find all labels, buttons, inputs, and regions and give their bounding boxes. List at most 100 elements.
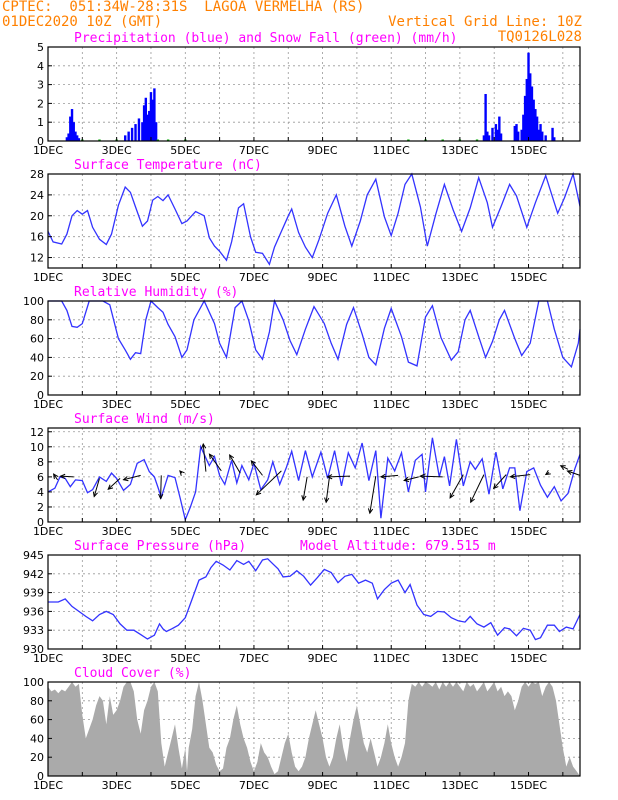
cloud-x-tick-label: 7DEC bbox=[239, 779, 269, 792]
precip-bar bbox=[146, 114, 149, 141]
precip-bar bbox=[525, 78, 528, 141]
precip-bar bbox=[522, 114, 525, 141]
snow-bar bbox=[156, 139, 160, 141]
cloud-y-tick-label: 100 bbox=[23, 676, 44, 689]
wind-frame bbox=[47, 427, 581, 523]
pressure-x-tick-label: 11DEC bbox=[373, 652, 410, 665]
wind-arrow-shaft bbox=[380, 474, 399, 478]
precip-bar bbox=[74, 131, 77, 141]
temperature-x-tick-label: 13DEC bbox=[441, 271, 478, 284]
pressure-panel bbox=[47, 554, 581, 650]
precipitation-y-tick-label: 0 bbox=[37, 135, 44, 148]
wind-y-tick-label: 2 bbox=[37, 501, 44, 514]
precip-bar bbox=[70, 109, 74, 141]
header-model-code: TQ0126L028 bbox=[497, 29, 582, 45]
cloud-area bbox=[48, 682, 580, 776]
humidity-y-tick-label: 60 bbox=[30, 333, 44, 346]
cloud-x-tick-label: 9DEC bbox=[308, 779, 338, 792]
precip-bar bbox=[482, 135, 486, 141]
wind-arrow-head bbox=[53, 473, 59, 480]
wind-arrow-shaft bbox=[493, 474, 507, 489]
wind-arrow-shaft bbox=[209, 453, 222, 472]
pressure-x-tick-label: 1DEC bbox=[33, 652, 63, 665]
precip-bar bbox=[124, 135, 127, 141]
wind-arrow-shaft bbox=[202, 443, 207, 472]
temperature-x-tick-label: 15DEC bbox=[510, 271, 547, 284]
wind-arrow-head bbox=[301, 495, 307, 502]
cloud-y-tick-label: 0 bbox=[37, 770, 44, 783]
precipitation-x-tick-label: 11DEC bbox=[373, 144, 410, 157]
precip-bar bbox=[144, 97, 148, 141]
precip-bar bbox=[527, 52, 530, 141]
wind-arrow-head bbox=[492, 483, 499, 490]
humidity-y-tick-label: 0 bbox=[37, 389, 44, 402]
pressure-x-tick-label: 15DEC bbox=[510, 652, 547, 665]
wind-arrow-head bbox=[544, 469, 551, 476]
wind-arrow-shaft bbox=[327, 475, 351, 478]
precip-bar bbox=[532, 99, 535, 141]
wind-arrow-head bbox=[509, 473, 516, 479]
wind-x-tick-label: 9DEC bbox=[308, 525, 338, 538]
precip-bar bbox=[141, 122, 144, 141]
precip-bar bbox=[484, 94, 487, 141]
precipitation-x-tick-label: 3DEC bbox=[102, 144, 132, 157]
wind-arrow-shaft bbox=[302, 476, 308, 501]
pressure-y-tick-label: 939 bbox=[23, 587, 44, 600]
wind-arrow-head bbox=[470, 497, 475, 504]
precip-bar bbox=[513, 125, 516, 141]
cloud-y-tick-label: 60 bbox=[30, 714, 44, 727]
cloud-y-tick-label: 20 bbox=[30, 751, 44, 764]
precip-bar bbox=[151, 99, 154, 141]
precip-bar bbox=[487, 135, 491, 141]
humidity-x-tick-label: 1DEC bbox=[33, 398, 63, 411]
wind-arrow-shaft bbox=[449, 474, 464, 499]
precip-bar bbox=[75, 135, 79, 141]
temperature-y-tick-label: 12 bbox=[30, 252, 44, 265]
precip-bar bbox=[67, 133, 70, 141]
precipitation-title: Precipitation (blue) and Snow Fall (gree… bbox=[74, 31, 458, 46]
snow-bar bbox=[441, 139, 444, 141]
snow-bar bbox=[475, 139, 479, 141]
precip-bar bbox=[127, 131, 130, 141]
snow-bar bbox=[98, 139, 101, 141]
precip-bar bbox=[154, 122, 158, 141]
wind-arrow-shaft bbox=[60, 475, 74, 478]
precip-bar bbox=[486, 131, 489, 141]
temperature-y-tick-label: 24 bbox=[30, 189, 44, 202]
precip-bar bbox=[142, 105, 146, 141]
wind-y-tick-label: 0 bbox=[37, 516, 44, 529]
humidity-x-tick-label: 11DEC bbox=[373, 398, 410, 411]
wind-arrow-head bbox=[403, 476, 410, 483]
wind-arrow-head bbox=[208, 453, 215, 460]
pressure-y-tick-label: 942 bbox=[23, 568, 44, 581]
humidity-x-tick-label: 5DEC bbox=[170, 398, 200, 411]
precip-bar bbox=[72, 122, 75, 141]
temperature-x-tick-label: 3DEC bbox=[102, 271, 132, 284]
wind-arrow-shaft bbox=[567, 470, 581, 476]
precip-bar bbox=[148, 110, 151, 141]
wind-arrow-shaft bbox=[325, 476, 330, 503]
pressure-y-tick-label: 936 bbox=[23, 605, 44, 618]
precip-bar bbox=[537, 129, 541, 141]
humidity-frame bbox=[47, 300, 581, 396]
precip-bar bbox=[134, 124, 137, 141]
precip-bar bbox=[520, 129, 523, 141]
precipitation-frame bbox=[47, 46, 581, 142]
precip-bar bbox=[523, 95, 527, 141]
humidity-x-tick-label: 15DEC bbox=[510, 398, 547, 411]
precip-bar bbox=[539, 124, 542, 141]
wind-y-tick-label: 12 bbox=[30, 426, 44, 439]
precip-bar bbox=[77, 138, 81, 141]
precip-bar bbox=[491, 127, 494, 141]
header-station: CPTEC: 051:34W-28:31S LAGOA VERMELHA (RS… bbox=[2, 0, 365, 15]
humidity-y-tick-label: 20 bbox=[30, 370, 44, 383]
wind-x-tick-label: 11DEC bbox=[373, 525, 410, 538]
precip-bar bbox=[515, 124, 518, 141]
wind-y-tick-label: 4 bbox=[37, 486, 44, 499]
snow-bar bbox=[407, 139, 410, 141]
wind-x-tick-label: 15DEC bbox=[510, 525, 547, 538]
precipitation-x-tick-label: 9DEC bbox=[308, 144, 338, 157]
humidity-x-tick-label: 3DEC bbox=[102, 398, 132, 411]
cloud-title: Cloud Cover (%) bbox=[74, 666, 191, 681]
